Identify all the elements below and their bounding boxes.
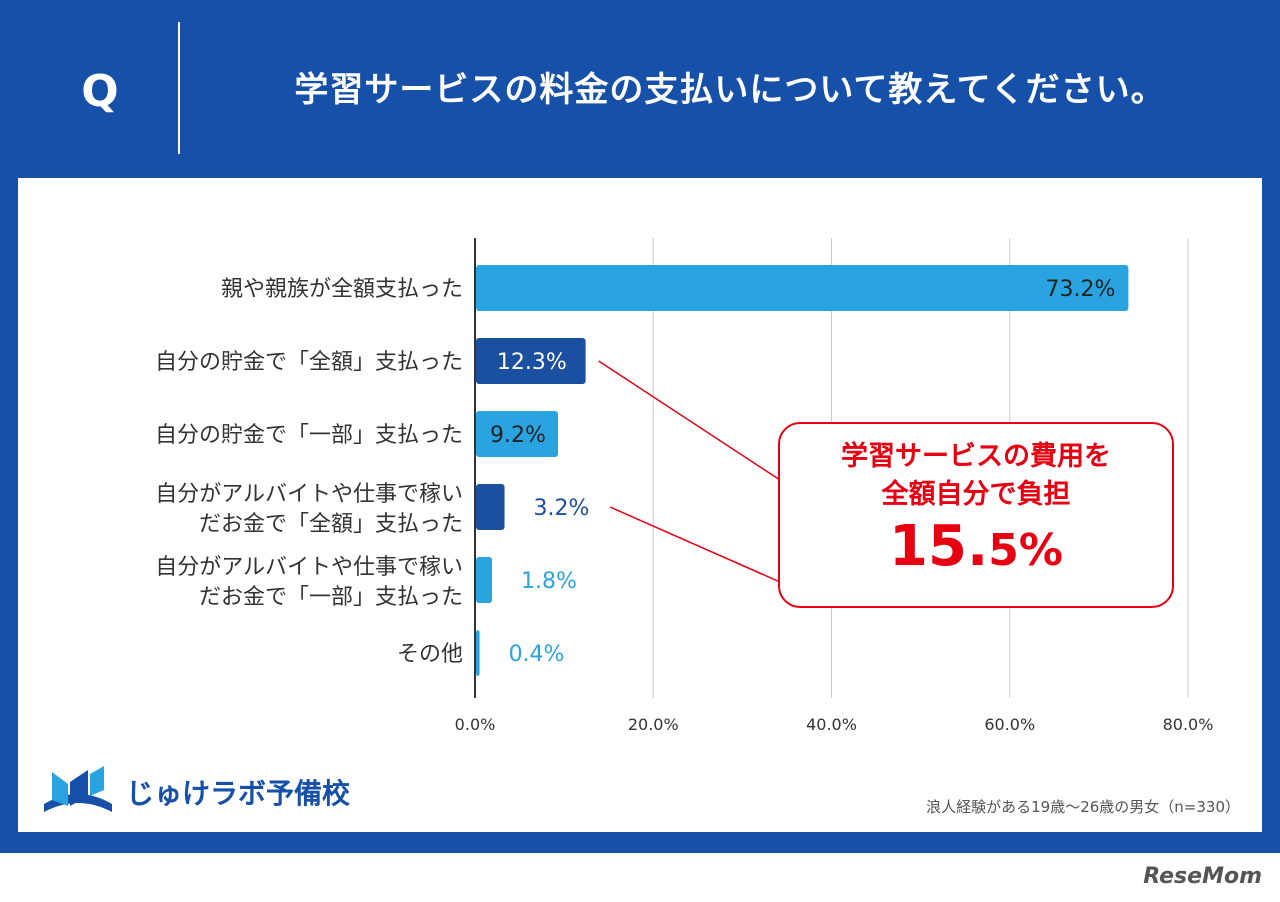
callout-value-int: 15. [889,514,989,579]
category-label: 自分の貯金で「全額」支払った [155,350,463,375]
x-tick-label: 0.0% [455,715,496,734]
category-label: 自分の貯金で「一部」支払った [155,423,463,448]
bar [476,557,493,603]
bar [476,338,586,384]
header-divider [178,22,180,154]
category-label: だお金で「全額」支払った [199,512,463,537]
callout-connector [609,506,781,583]
jukelab-logo: じゅけラボ予備校 [38,762,358,818]
bar [476,411,558,457]
x-tick-label: 80.0% [1163,715,1214,734]
category-label: 親や親族が全額支払った [221,277,463,302]
bar [476,484,505,530]
logo-text: じゅけラボ予備校 [126,777,351,810]
callout-line2: 全額自分で負担 [881,479,1071,510]
category-label: 自分がアルバイトや仕事で稼い [155,555,463,580]
bar [476,265,1129,311]
callout-box: 学習サービスの費用を 全額自分で負担 15.5% [778,422,1174,608]
category-label: その他 [397,642,463,667]
value-label: 12.3% [497,350,567,375]
sample-footnote: 浪人経験がある19歳～26歳の男女（n=330） [926,798,1240,816]
bar [476,630,480,676]
callout-value-dec: 5% [988,525,1063,576]
category-label: 自分がアルバイトや仕事で稼い [155,482,463,507]
x-tick-label: 20.0% [628,715,679,734]
x-tick-label: 40.0% [806,715,857,734]
question-mark-label: Q [81,66,119,117]
x-tick-label: 60.0% [984,715,1035,734]
category-label: だお金で「一部」支払った [199,585,463,610]
callout-connector [598,360,781,481]
callout-line1: 学習サービスの費用を [841,441,1111,472]
value-label: 73.2% [1046,277,1116,302]
bar-chart: 0.0% 20.0% 40.0% 60.0% 80.0% 親や親族が全額支払った 73.2%… [155,238,1214,734]
value-label: 9.2% [490,423,546,448]
value-label: 3.2% [534,496,590,521]
question-title: 学習サービスの料金の支払いについて教えてください。 [294,70,1166,110]
value-label: 0.4% [509,642,565,667]
source-credit: ReseMom [1143,864,1262,889]
value-label: 1.8% [521,569,577,594]
callout-value: 15.5% [780,514,1172,584]
book-logo-icon [44,766,112,812]
